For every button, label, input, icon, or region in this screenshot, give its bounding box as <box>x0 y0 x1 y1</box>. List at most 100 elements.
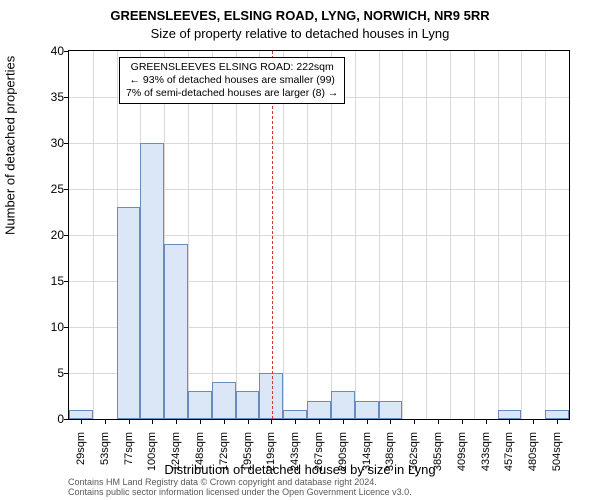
gridline-v <box>355 51 356 419</box>
chart-title: GREENSLEEVES, ELSING ROAD, LYNG, NORWICH… <box>0 8 600 23</box>
x-tick-mark <box>557 419 558 424</box>
annotation-line-1: GREENSLEEVES ELSING ROAD: 222sqm <box>126 61 338 74</box>
chart-subtitle: Size of property relative to detached ho… <box>0 26 600 41</box>
x-tick-label: 53sqm <box>99 432 111 482</box>
x-tick-label: 338sqm <box>384 432 396 482</box>
y-tick-mark <box>64 373 69 374</box>
x-tick-label: 195sqm <box>242 432 254 482</box>
histogram-bar <box>188 391 212 419</box>
x-tick-mark <box>319 419 320 424</box>
x-tick-mark <box>414 419 415 424</box>
gridline-v <box>283 51 284 419</box>
x-tick-label: 172sqm <box>218 432 230 482</box>
x-tick-mark <box>486 419 487 424</box>
x-tick-label: 457sqm <box>503 432 515 482</box>
x-tick-label: 243sqm <box>289 432 301 482</box>
histogram-bar <box>140 143 164 419</box>
x-tick-label: 29sqm <box>75 432 87 482</box>
x-tick-label: 433sqm <box>480 432 492 482</box>
y-tick-mark <box>64 189 69 190</box>
x-tick-label: 385sqm <box>432 432 444 482</box>
gridline-v <box>93 51 94 419</box>
x-tick-label: 290sqm <box>337 432 349 482</box>
reference-line <box>272 51 273 419</box>
histogram-bar <box>69 410 93 419</box>
histogram-chart: GREENSLEEVES, ELSING ROAD, LYNG, NORWICH… <box>0 0 600 500</box>
gridline-v <box>498 51 499 419</box>
annotation-line-3: 7% of semi-detached houses are larger (8… <box>126 87 338 100</box>
gridline-v <box>450 51 451 419</box>
gridline-v <box>521 51 522 419</box>
y-tick-label: 15 <box>34 274 64 288</box>
histogram-bar <box>379 401 403 419</box>
x-tick-mark <box>224 419 225 424</box>
annotation-box: GREENSLEEVES ELSING ROAD: 222sqm ← 93% o… <box>119 57 345 104</box>
gridline-v <box>379 51 380 419</box>
x-tick-label: 362sqm <box>408 432 420 482</box>
histogram-bar <box>307 401 331 419</box>
gridline-v <box>188 51 189 419</box>
x-tick-mark <box>152 419 153 424</box>
footer-line-2: Contains public sector information licen… <box>68 488 412 498</box>
y-tick-mark <box>64 51 69 52</box>
x-tick-mark <box>105 419 106 424</box>
plot-area: GREENSLEEVES ELSING ROAD: 222sqm ← 93% o… <box>68 50 570 420</box>
x-tick-label: 219sqm <box>265 432 277 482</box>
x-tick-mark <box>81 419 82 424</box>
x-tick-label: 267sqm <box>313 432 325 482</box>
gridline-v <box>545 51 546 419</box>
y-tick-mark <box>64 419 69 420</box>
x-tick-label: 409sqm <box>456 432 468 482</box>
gridline-v <box>331 51 332 419</box>
histogram-bar <box>355 401 379 419</box>
x-tick-mark <box>200 419 201 424</box>
histogram-bar <box>498 410 522 419</box>
x-tick-mark <box>533 419 534 424</box>
histogram-bar <box>331 391 355 419</box>
y-tick-mark <box>64 281 69 282</box>
y-tick-label: 35 <box>34 90 64 104</box>
x-tick-mark <box>176 419 177 424</box>
x-tick-mark <box>462 419 463 424</box>
x-tick-label: 480sqm <box>527 432 539 482</box>
histogram-bar <box>236 391 260 419</box>
y-tick-mark <box>64 97 69 98</box>
gridline-v <box>426 51 427 419</box>
gridline-v <box>259 51 260 419</box>
x-tick-mark <box>271 419 272 424</box>
y-axis-title: Number of detached properties <box>3 56 18 235</box>
y-tick-mark <box>64 327 69 328</box>
y-tick-label: 40 <box>34 44 64 58</box>
x-tick-label: 148sqm <box>194 432 206 482</box>
y-tick-label: 30 <box>34 136 64 150</box>
annotation-line-2: ← 93% of detached houses are smaller (99… <box>126 74 338 87</box>
gridline-v <box>402 51 403 419</box>
gridline-v <box>474 51 475 419</box>
y-tick-label: 0 <box>34 412 64 426</box>
x-tick-label: 100sqm <box>146 432 158 482</box>
x-tick-mark <box>390 419 391 424</box>
x-tick-mark <box>295 419 296 424</box>
gridline-v <box>236 51 237 419</box>
y-tick-mark <box>64 143 69 144</box>
x-tick-label: 504sqm <box>551 432 563 482</box>
x-tick-mark <box>343 419 344 424</box>
histogram-bar <box>545 410 569 419</box>
x-tick-mark <box>367 419 368 424</box>
x-tick-label: 314sqm <box>361 432 373 482</box>
histogram-bar <box>117 207 141 419</box>
x-tick-mark <box>509 419 510 424</box>
y-tick-mark <box>64 235 69 236</box>
y-tick-label: 10 <box>34 320 64 334</box>
x-tick-label: 77sqm <box>123 432 135 482</box>
x-tick-mark <box>438 419 439 424</box>
x-tick-mark <box>248 419 249 424</box>
x-tick-label: 124sqm <box>170 432 182 482</box>
histogram-bar <box>164 244 188 419</box>
histogram-bar <box>212 382 236 419</box>
y-tick-label: 20 <box>34 228 64 242</box>
histogram-bar <box>283 410 307 419</box>
y-tick-label: 25 <box>34 182 64 196</box>
y-tick-label: 5 <box>34 366 64 380</box>
gridline-v <box>307 51 308 419</box>
